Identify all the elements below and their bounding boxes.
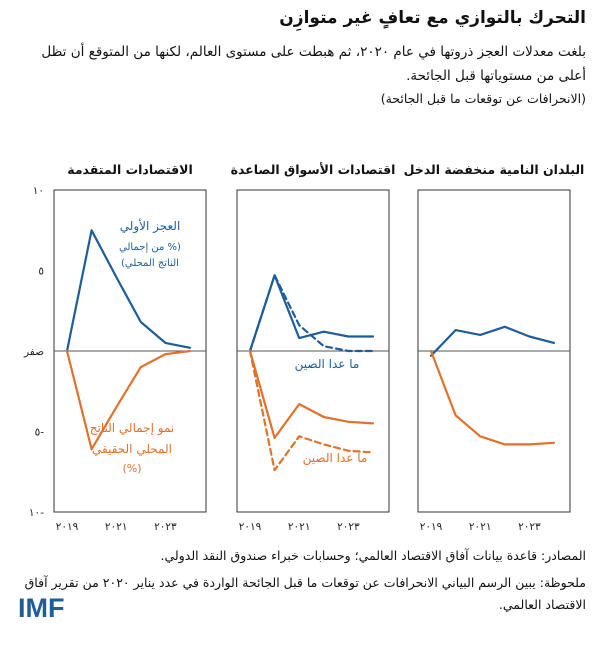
panel-title: الاقتصادات المتقدمة: [67, 162, 193, 177]
x-tick-label: ٢٠٢٣: [154, 521, 177, 533]
series-line-growth-ex-china: [248, 349, 375, 472]
x-tick-label: ٢٠٢١: [288, 521, 311, 533]
panel-title: اقتصادات الأسواق الصاعدة: [231, 162, 396, 177]
y-tick-label: ٥: [38, 266, 44, 278]
chart-figure: ١٠ ٥ صفر ٥- ١٠- الاقتصادات المتقدمة ٢٠١٩ ٢٠٢١ ٢٠…: [23, 162, 585, 533]
annotation-deficit-line1: (% من إجمالي: [119, 242, 181, 253]
annotation-ex-china-deficit: ما عدا الصين: [295, 357, 360, 372]
x-tick-label: ٢٠٢٣: [518, 521, 541, 533]
y-tick-label: ١٠: [33, 185, 44, 197]
series-line-growth: [429, 349, 556, 446]
x-tick-label: ٢٠١٩: [420, 521, 443, 533]
annotation-growth-line2: المحلي الحقيقي: [92, 442, 172, 456]
x-tick-label: ٢٠١٩: [56, 521, 79, 533]
x-tick-label: ٢٠٢١: [469, 521, 492, 533]
series-line-growth: [65, 349, 192, 451]
annotation-growth-line1: نمو إجمالي الناتج: [90, 421, 174, 436]
series-line-deficit-ex-china: [248, 274, 375, 353]
series-line-deficit: [65, 229, 192, 353]
x-tick-label: ٢٠١٩: [239, 521, 262, 533]
series-line-deficit: [248, 274, 375, 353]
annotation-growth-line3: (%): [122, 462, 141, 475]
annotation-deficit-line2: الناتج المحلي): [121, 258, 179, 269]
chart-title: التحرك بالتوازي مع تعافٍ غير متوازِن: [279, 8, 586, 28]
y-tick-label: ٥-: [35, 427, 45, 439]
chart-units: (الانحرافات عن توقعات ما قبل الجائحة): [380, 91, 586, 106]
series-line-deficit: [429, 325, 556, 357]
annotation-deficit-title: العجز الأولي: [120, 218, 181, 234]
imf-logo: IMF: [18, 593, 65, 623]
panel-title: البلدان النامية منخفضة الدخل: [404, 162, 585, 177]
sources-note: المصادر: قاعدة بيانات آفاق الاقتصاد العا…: [160, 548, 586, 563]
series-line-growth: [248, 349, 375, 439]
x-tick-label: ٢٠٢١: [105, 521, 128, 533]
annotation-ex-china-growth: ما عدا الصين: [303, 451, 368, 466]
x-tick-label: ٢٠٢٣: [337, 521, 360, 533]
y-tick-label: ١٠-: [29, 507, 44, 519]
chart-note: ملحوظة: يبين الرسم البياني الانحرافات عن…: [24, 575, 586, 612]
y-tick-label: صفر: [23, 346, 44, 358]
chart-subtitle: بلغت معدلات العجز ذروتها في عام ٢٠٢٠، ثم…: [41, 44, 586, 84]
